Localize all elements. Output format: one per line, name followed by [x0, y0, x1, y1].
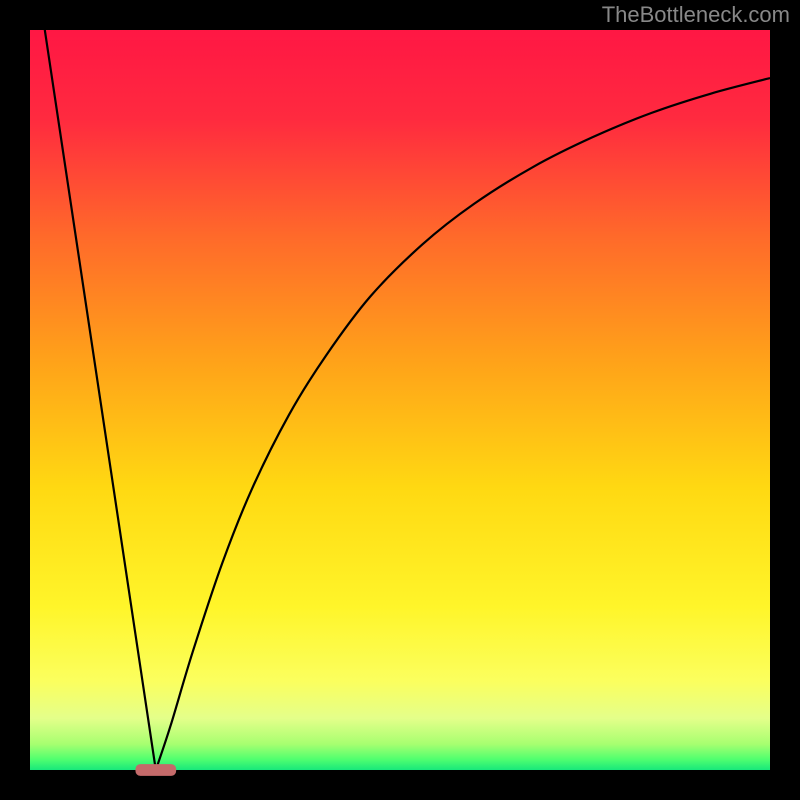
plot-gradient-background [30, 30, 770, 770]
bottleneck-chart [0, 0, 800, 800]
watermark-text: TheBottleneck.com [602, 2, 790, 28]
optimum-marker [135, 764, 176, 776]
chart-container: TheBottleneck.com [0, 0, 800, 800]
